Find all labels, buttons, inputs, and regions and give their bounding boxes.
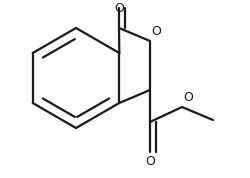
Text: O: O [114, 2, 124, 15]
Text: O: O [145, 155, 155, 168]
Text: O: O [151, 25, 161, 38]
Text: O: O [183, 91, 193, 104]
